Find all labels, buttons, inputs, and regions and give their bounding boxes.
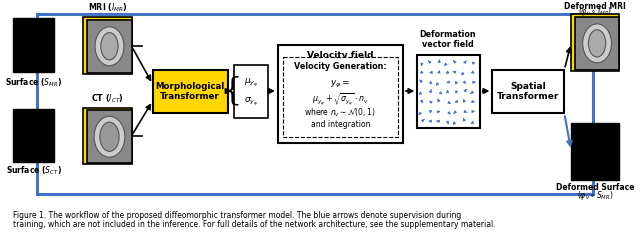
FancyBboxPatch shape	[83, 108, 132, 164]
Text: {: {	[222, 75, 241, 107]
Text: and integration: and integration	[310, 120, 370, 129]
FancyBboxPatch shape	[234, 65, 268, 118]
FancyBboxPatch shape	[37, 14, 593, 194]
Text: Figure 1. The workflow of the proposed diffeomorphic transformer model. The blue: Figure 1. The workflow of the proposed d…	[13, 211, 461, 220]
Text: training, which are not included in the inference. For full details of the netwo: training, which are not included in the …	[13, 220, 496, 229]
FancyBboxPatch shape	[13, 18, 54, 72]
FancyBboxPatch shape	[278, 45, 403, 143]
Text: $\mu_{y_\varphi}$: $\mu_{y_\varphi}$	[244, 76, 258, 89]
Ellipse shape	[95, 27, 124, 66]
Text: MRI ($I_{MR}$): MRI ($I_{MR}$)	[88, 2, 127, 14]
Ellipse shape	[100, 122, 119, 151]
Text: CT ($I_{CT}$): CT ($I_{CT}$)	[91, 92, 124, 105]
Ellipse shape	[582, 24, 611, 63]
Text: Deformed Surface: Deformed Surface	[556, 183, 634, 192]
FancyBboxPatch shape	[153, 69, 228, 114]
Text: Deformed MRI: Deformed MRI	[564, 2, 626, 11]
Text: Deformation
vector field: Deformation vector field	[420, 30, 476, 49]
Text: Velocity Generation:: Velocity Generation:	[294, 62, 387, 71]
FancyBboxPatch shape	[83, 17, 132, 74]
Text: ($\varphi_v \circ I_{MR}$): ($\varphi_v \circ I_{MR}$)	[578, 5, 612, 18]
FancyBboxPatch shape	[492, 69, 564, 114]
Text: $\mu_{y_\varphi} + \sqrt{\sigma_{y_\varphi}} \cdot n_v$: $\mu_{y_\varphi} + \sqrt{\sigma_{y_\varp…	[312, 92, 369, 108]
FancyBboxPatch shape	[13, 109, 54, 162]
Ellipse shape	[101, 33, 118, 60]
FancyBboxPatch shape	[575, 17, 619, 69]
FancyBboxPatch shape	[571, 14, 619, 71]
FancyBboxPatch shape	[283, 57, 398, 137]
Text: $\sigma_{y_\varphi}$: $\sigma_{y_\varphi}$	[244, 95, 258, 108]
FancyBboxPatch shape	[87, 110, 132, 163]
Text: ($\varphi_v \circ S_{MR}$): ($\varphi_v \circ S_{MR}$)	[577, 189, 614, 202]
Text: where $n_v \sim \mathcal{N}(0, 1)$: where $n_v \sim \mathcal{N}(0, 1)$	[305, 106, 376, 119]
Text: Spatial
Transformer: Spatial Transformer	[497, 82, 559, 101]
Text: $y_\varphi =$: $y_\varphi =$	[330, 79, 351, 90]
FancyBboxPatch shape	[571, 123, 619, 180]
Ellipse shape	[94, 116, 125, 157]
Text: Velocity field: Velocity field	[307, 50, 374, 60]
Text: Morphological
Transformer: Morphological Transformer	[156, 82, 225, 101]
Text: Surface ($S_{CT}$): Surface ($S_{CT}$)	[6, 165, 61, 178]
Ellipse shape	[588, 30, 605, 57]
Text: Surface ($S_{MR}$): Surface ($S_{MR}$)	[5, 76, 62, 89]
FancyBboxPatch shape	[87, 20, 132, 73]
FancyBboxPatch shape	[417, 55, 480, 128]
